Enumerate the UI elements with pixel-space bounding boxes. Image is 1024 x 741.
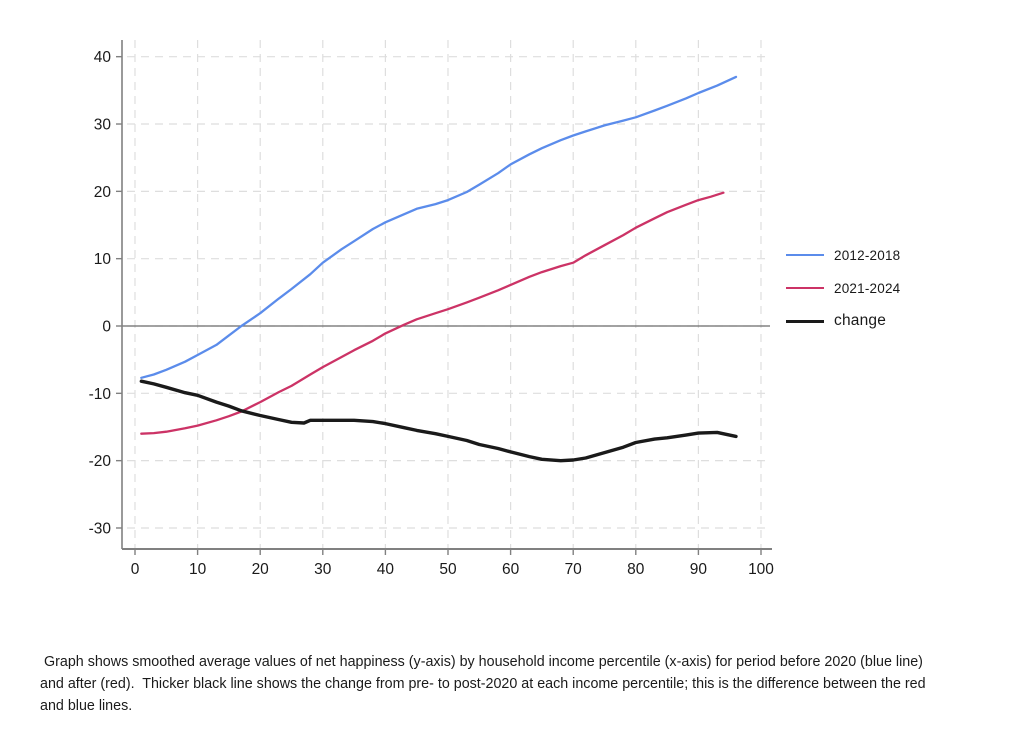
series-line-2021-2024	[140, 191, 725, 435]
x-tick-label-0: 0	[131, 561, 140, 578]
series-line-change	[139, 379, 738, 463]
legend-label: change	[834, 312, 887, 329]
series-line-2012-2018	[140, 75, 738, 379]
legend-item-change: change	[786, 310, 900, 332]
x-tick-label-70: 70	[565, 561, 583, 578]
x-tick-label-80: 80	[627, 561, 645, 578]
legend-item-2012-2018: 2012-2018	[786, 244, 900, 266]
y-tick-label--30: -30	[89, 520, 112, 537]
y-tick-label-10: 10	[94, 251, 112, 268]
x-tick-label-100: 100	[748, 561, 774, 578]
legend-line-sample-red	[786, 287, 824, 289]
figure-caption: Graph shows smoothed average values of n…	[40, 654, 930, 715]
x-tick-label-90: 90	[690, 561, 708, 578]
y-tick-label-0: 0	[102, 319, 111, 336]
legend-label: 2012-2018	[834, 247, 901, 263]
legend-line-sample-blue	[786, 254, 824, 256]
y-tick-label-30: 30	[94, 117, 112, 134]
x-tick-label-40: 40	[377, 561, 395, 578]
chart-legend: 2012-2018 2021-2024 change	[786, 244, 900, 332]
legend-line-sample-black	[786, 319, 824, 323]
y-tick-label-40: 40	[94, 49, 112, 66]
y-tick-label--10: -10	[89, 386, 112, 403]
legend-label: 2021-2024	[834, 280, 901, 296]
x-tick-label-30: 30	[314, 561, 332, 578]
y-tick-label--20: -20	[89, 453, 112, 470]
x-tick-label-20: 20	[252, 561, 270, 578]
y-tick-label-20: 20	[94, 184, 112, 201]
x-tick-label-60: 60	[502, 561, 520, 578]
legend-item-2021-2024: 2021-2024	[786, 277, 900, 299]
x-tick-label-50: 50	[439, 561, 457, 578]
x-tick-label-10: 10	[189, 561, 207, 578]
